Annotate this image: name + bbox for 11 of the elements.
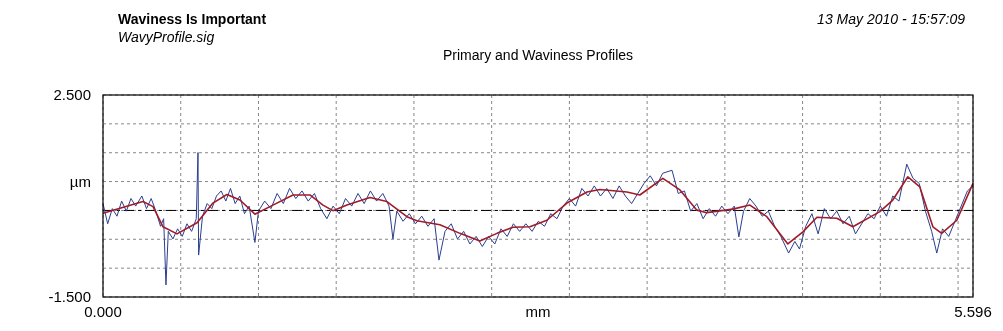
text: Waviness Is Important	[118, 11, 267, 27]
x-tick-label: 5.596	[954, 303, 992, 320]
text: 13 May 2010 - 15:57:09	[817, 11, 966, 27]
text: WavyProfile.sig	[118, 29, 215, 45]
y-tick-label: -1.500	[48, 288, 91, 306]
line-series	[102, 176, 974, 245]
y-axis-title: µm	[69, 173, 91, 190]
x-axis-title: mm	[525, 303, 551, 320]
chart-title: Primary and Waviness Profiles	[442, 47, 634, 63]
y-tick-label: 2.500	[53, 86, 91, 104]
x-tick-label: 0.000	[84, 303, 122, 320]
